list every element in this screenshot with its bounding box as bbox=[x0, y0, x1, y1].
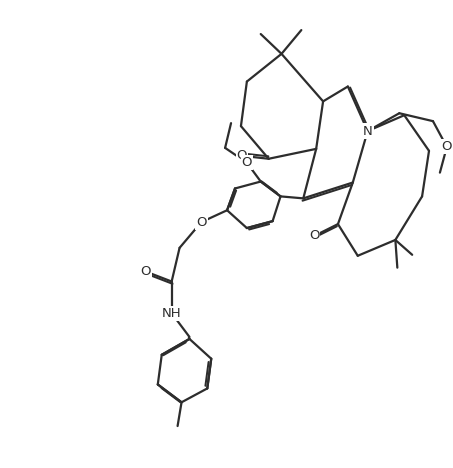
Text: O: O bbox=[442, 140, 452, 154]
Text: O: O bbox=[309, 229, 319, 242]
Text: N: N bbox=[363, 124, 372, 138]
Text: O: O bbox=[141, 265, 151, 278]
Text: O: O bbox=[196, 216, 207, 229]
Text: NH: NH bbox=[162, 307, 182, 320]
Text: O: O bbox=[241, 156, 252, 169]
Text: O: O bbox=[236, 149, 247, 162]
